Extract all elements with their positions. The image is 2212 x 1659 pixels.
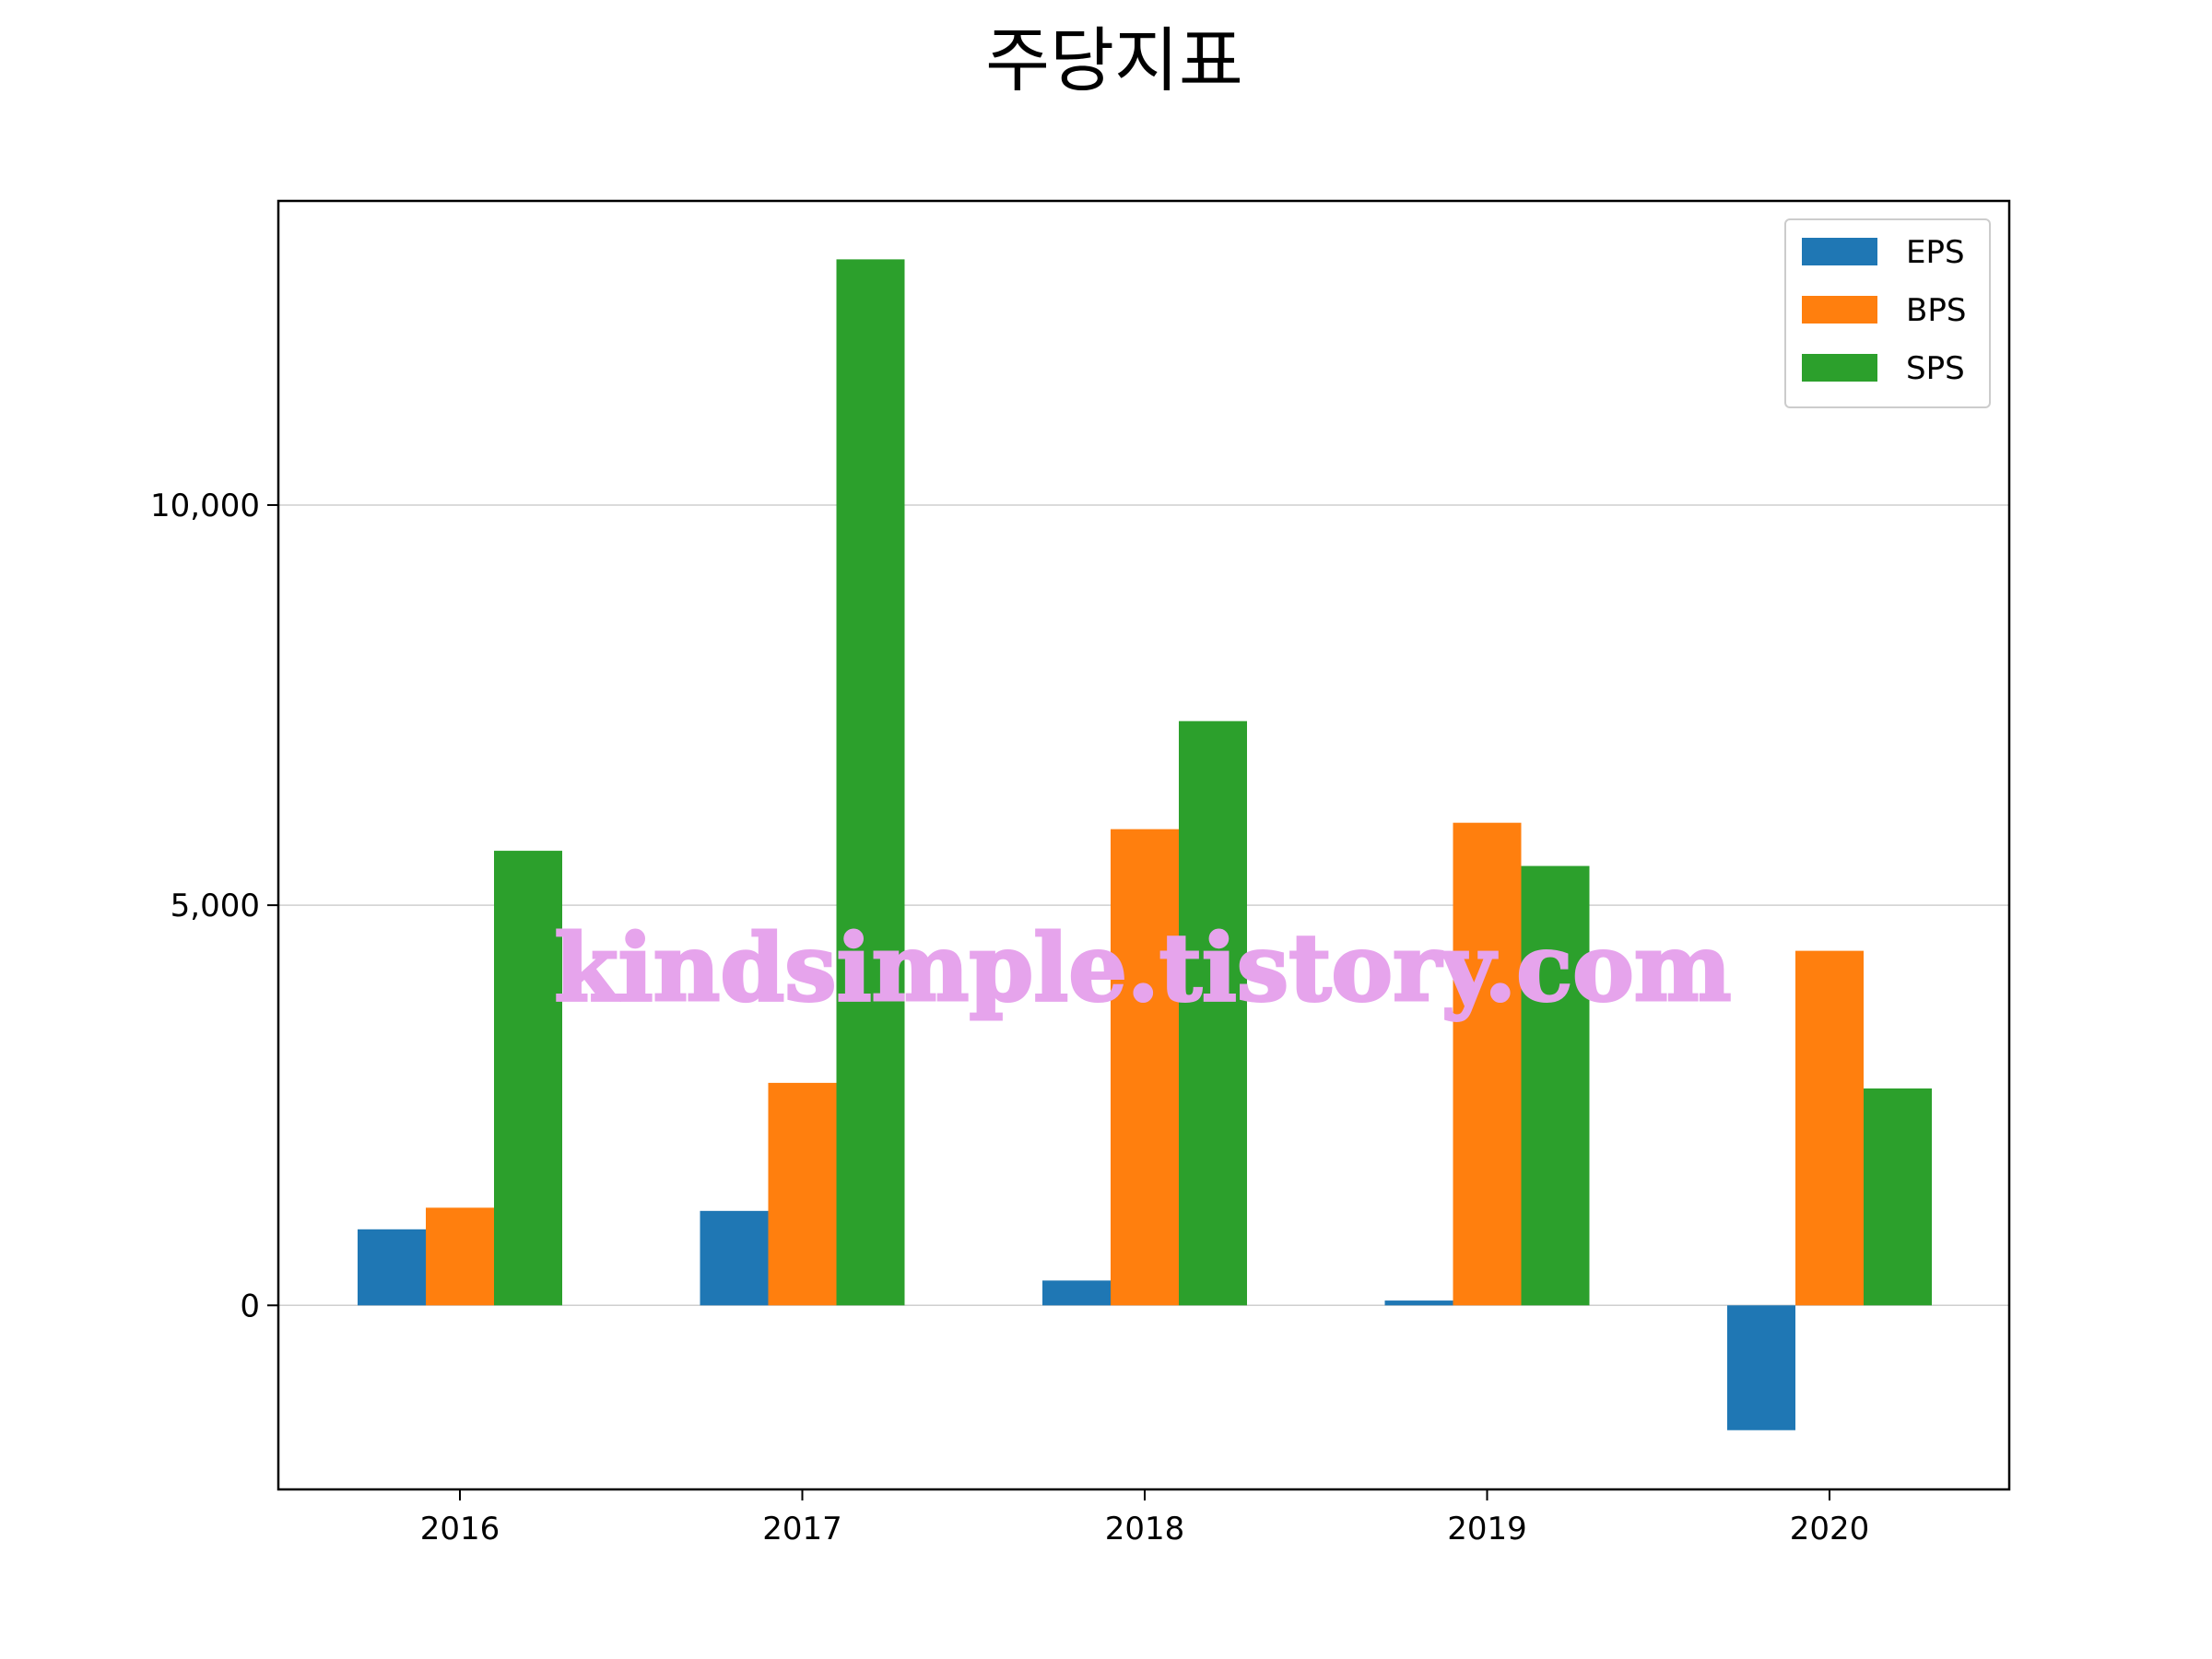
bar-bps-2017: [768, 1082, 837, 1306]
bar-bps-2019: [1453, 822, 1522, 1306]
bar-sps-2018: [1179, 721, 1247, 1306]
bar-eps-2020: [1727, 1305, 1795, 1430]
legend-label-eps: EPS: [1906, 234, 1965, 271]
y-axis: 0 5,000 10,000: [150, 488, 278, 1324]
bar-bps-2016: [426, 1207, 494, 1306]
watermark-text: kindsimple.tistory.com: [554, 913, 1731, 1022]
legend-swatch-eps: [1802, 238, 1877, 265]
bar-bps-2020: [1795, 950, 1864, 1306]
bar-sps-2019: [1521, 865, 1590, 1306]
legend: EPS BPS SPS: [1784, 218, 1991, 408]
legend-label-bps: BPS: [1906, 292, 1966, 329]
bar-sps-2017: [836, 259, 905, 1306]
bar-sps-2016: [494, 851, 562, 1306]
bar-eps-2016: [358, 1229, 426, 1306]
bar-eps-2018: [1042, 1280, 1111, 1306]
legend-swatch-sps: [1802, 354, 1877, 382]
y-tick-label: 10,000: [150, 488, 260, 524]
x-tick-label: 2019: [1447, 1511, 1527, 1547]
x-axis: 2016 2017 2018 2019 2020: [420, 1489, 1870, 1547]
chart-title: 주당지표: [985, 19, 1243, 101]
x-tick-label: 2017: [762, 1511, 842, 1547]
bar-sps-2020: [1864, 1088, 1932, 1306]
x-tick-label: 2018: [1105, 1511, 1185, 1547]
bar-bps-2018: [1111, 829, 1179, 1306]
y-tick-label: 5,000: [171, 888, 260, 924]
x-tick-label: 2016: [420, 1511, 500, 1547]
legend-label-sps: SPS: [1906, 350, 1965, 387]
bar-eps-2019: [1384, 1300, 1453, 1306]
legend-swatch-bps: [1802, 296, 1877, 324]
y-tick-label: 0: [240, 1288, 260, 1324]
bar-eps-2017: [700, 1210, 769, 1306]
bars: [358, 259, 1932, 1430]
x-tick-label: 2020: [1790, 1511, 1870, 1547]
